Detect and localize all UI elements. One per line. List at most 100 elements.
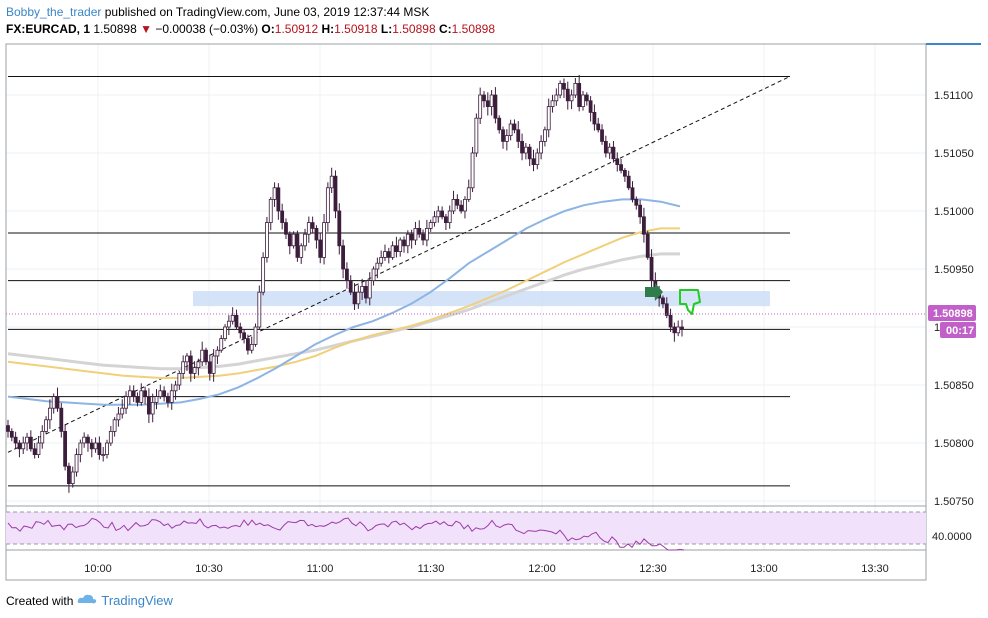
down-triangle-icon: ▼ (140, 22, 152, 36)
price-tick-label: 1.51050 (934, 148, 974, 160)
candle-body (352, 291, 357, 305)
candle-body (238, 326, 243, 334)
created-with-text: Created with (6, 593, 74, 608)
candle-body (162, 390, 167, 397)
candle-body (634, 198, 639, 206)
candle-body (169, 390, 174, 403)
candle-body (676, 326, 681, 334)
candle-body (554, 94, 559, 102)
footer: Created with TradingView (6, 593, 173, 608)
candle-body (672, 326, 677, 334)
candle-body (455, 198, 460, 206)
candle-body (444, 216, 448, 224)
candle-body (276, 187, 281, 212)
chart-header: Bobby_the_trader published on TradingVie… (6, 4, 495, 38)
price-tick-label: 1.50750 (934, 496, 974, 508)
candle-body (619, 164, 623, 171)
candle-body (25, 436, 29, 444)
ohlc-line: FX:EURCAD, 1 1.50898 ▼ −0.00038 (−0.03%)… (6, 21, 495, 38)
candle-body (40, 430, 45, 444)
candle-body (394, 245, 399, 253)
candle-body (127, 390, 132, 397)
candle-body (185, 355, 189, 363)
low-label: L: (380, 22, 393, 36)
candle-body (318, 239, 323, 258)
ma-mid-line (7, 227, 680, 379)
candle-body (55, 396, 60, 409)
candle-body (661, 297, 665, 305)
candle-body (626, 175, 631, 189)
candle-body (562, 83, 566, 90)
candle-body (242, 332, 246, 339)
candle-body (531, 158, 536, 166)
tradingview-cloud-icon[interactable] (77, 593, 97, 608)
candle-body (474, 117, 479, 154)
candle-body (268, 198, 273, 223)
candle-body (432, 216, 437, 224)
time-tick-label: 10:00 (84, 563, 112, 575)
candle-body (78, 442, 83, 455)
candle-body (120, 407, 125, 415)
candle-body (497, 117, 502, 131)
countdown-tag (940, 322, 976, 338)
symbol-label[interactable]: FX:EURCAD, 1 (6, 22, 91, 36)
candle-body (668, 314, 673, 328)
candle-body (192, 367, 197, 374)
candle-body (272, 187, 277, 200)
low-value: 1.50898 (392, 22, 436, 36)
price-tick-label: 1.51100 (934, 90, 973, 102)
candle-body (143, 390, 147, 397)
candle-body (383, 251, 387, 258)
ma-slow-line (7, 252, 680, 371)
candle-body (112, 419, 117, 432)
price-tick-label: 1.50850 (934, 380, 974, 392)
candle-body (245, 338, 250, 351)
candle-body (215, 349, 220, 357)
candle-body (451, 198, 456, 212)
publish-text: published on TradingView.com, June 03, 2… (104, 5, 430, 19)
candle-body (379, 256, 384, 264)
candle-body (360, 285, 365, 293)
candle-body (177, 372, 182, 386)
author-link[interactable]: Bobby_the_trader (6, 5, 102, 19)
candle-body (546, 106, 551, 131)
candle-body (512, 123, 517, 131)
candle-body (116, 413, 121, 421)
candle-body (364, 285, 368, 299)
candle-body (219, 338, 224, 351)
candle-body (539, 140, 544, 154)
time-tick-label: 13:00 (750, 563, 778, 575)
candle-body (459, 204, 464, 212)
tradingview-link[interactable]: TradingView (101, 593, 173, 608)
candle-body (592, 112, 597, 125)
candle-body (345, 268, 349, 281)
candle-body (386, 251, 391, 258)
candle-body (89, 442, 94, 450)
candle-body (664, 303, 669, 316)
candle-body (333, 175, 338, 212)
candle-body (93, 442, 98, 450)
candle-body (543, 129, 547, 142)
candle-body (310, 222, 315, 229)
candle-body (638, 204, 643, 218)
dashed-trendline (7, 75, 791, 453)
candle-body (74, 454, 79, 473)
candle-body (584, 94, 589, 102)
candle-body (135, 396, 140, 403)
candle-body (223, 326, 227, 339)
candle-body (348, 280, 353, 293)
candle-body (520, 140, 524, 154)
candle-body (230, 314, 235, 322)
candle-body (32, 448, 37, 455)
candle-body (409, 233, 414, 241)
candle-body (291, 233, 296, 247)
candle-body (402, 239, 406, 247)
candle-body (436, 210, 441, 218)
candle-body (105, 442, 109, 455)
candle-body (21, 442, 26, 450)
close-value: 1.50898 (451, 22, 496, 36)
candle-body (421, 233, 425, 241)
candle-body (204, 349, 208, 363)
candle-body (173, 384, 178, 392)
